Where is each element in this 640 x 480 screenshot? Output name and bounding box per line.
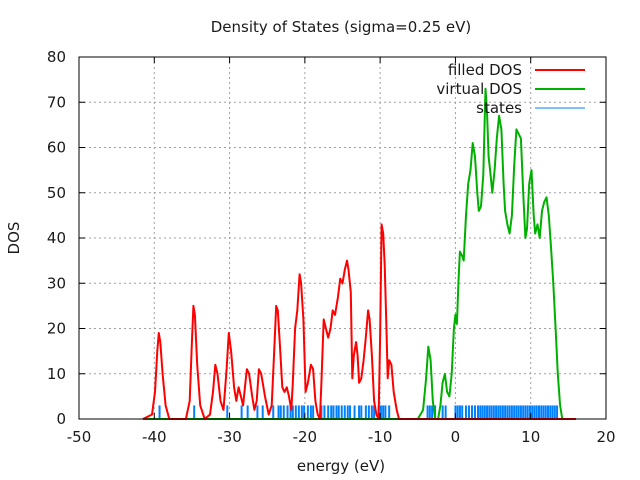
x-tick-label: 0 — [451, 428, 461, 446]
y-tick-label: 70 — [47, 93, 66, 111]
y-tick-label: 0 — [56, 410, 66, 428]
y-tick-label: 80 — [47, 48, 66, 66]
y-tick-label: 20 — [47, 320, 66, 338]
legend-label: states — [476, 99, 522, 117]
x-tick-label: -50 — [67, 428, 92, 446]
x-tick-label: -20 — [293, 428, 318, 446]
legend-label: filled DOS — [448, 61, 522, 79]
y-tick-label: 60 — [47, 139, 66, 157]
x-tick-label: -10 — [368, 428, 393, 446]
x-tick-label: -40 — [142, 428, 167, 446]
x-axis-title: energy (eV) — [297, 457, 385, 475]
legend-label: virtual DOS — [436, 80, 522, 98]
tick-layer: -50 -40 -30 -20 -10 0 10 20 0 10 20 30 40 50 60 70 80 — [47, 48, 616, 446]
y-tick-label: 50 — [47, 184, 66, 202]
chart-title: Density of States (sigma=0.25 eV) — [211, 18, 472, 36]
grid-layer — [79, 57, 606, 419]
filled-DOS-line — [142, 223, 576, 420]
y-tick-label: 30 — [47, 274, 66, 292]
y-tick-label: 40 — [47, 229, 66, 247]
x-tick-label: 10 — [521, 428, 540, 446]
series-layer — [142, 87, 576, 420]
x-tick-label: 20 — [596, 428, 615, 446]
y-axis-title: DOS — [5, 222, 23, 255]
virtual-DOS-line — [143, 87, 576, 420]
x-tick-label: -30 — [217, 428, 242, 446]
y-tick-label: 10 — [47, 365, 66, 383]
plot-frame — [78, 56, 607, 420]
